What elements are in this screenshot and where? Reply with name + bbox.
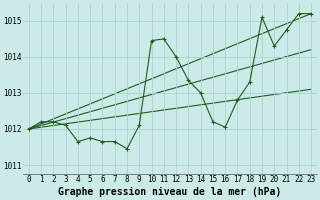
X-axis label: Graphe pression niveau de la mer (hPa): Graphe pression niveau de la mer (hPa) [58,187,282,197]
